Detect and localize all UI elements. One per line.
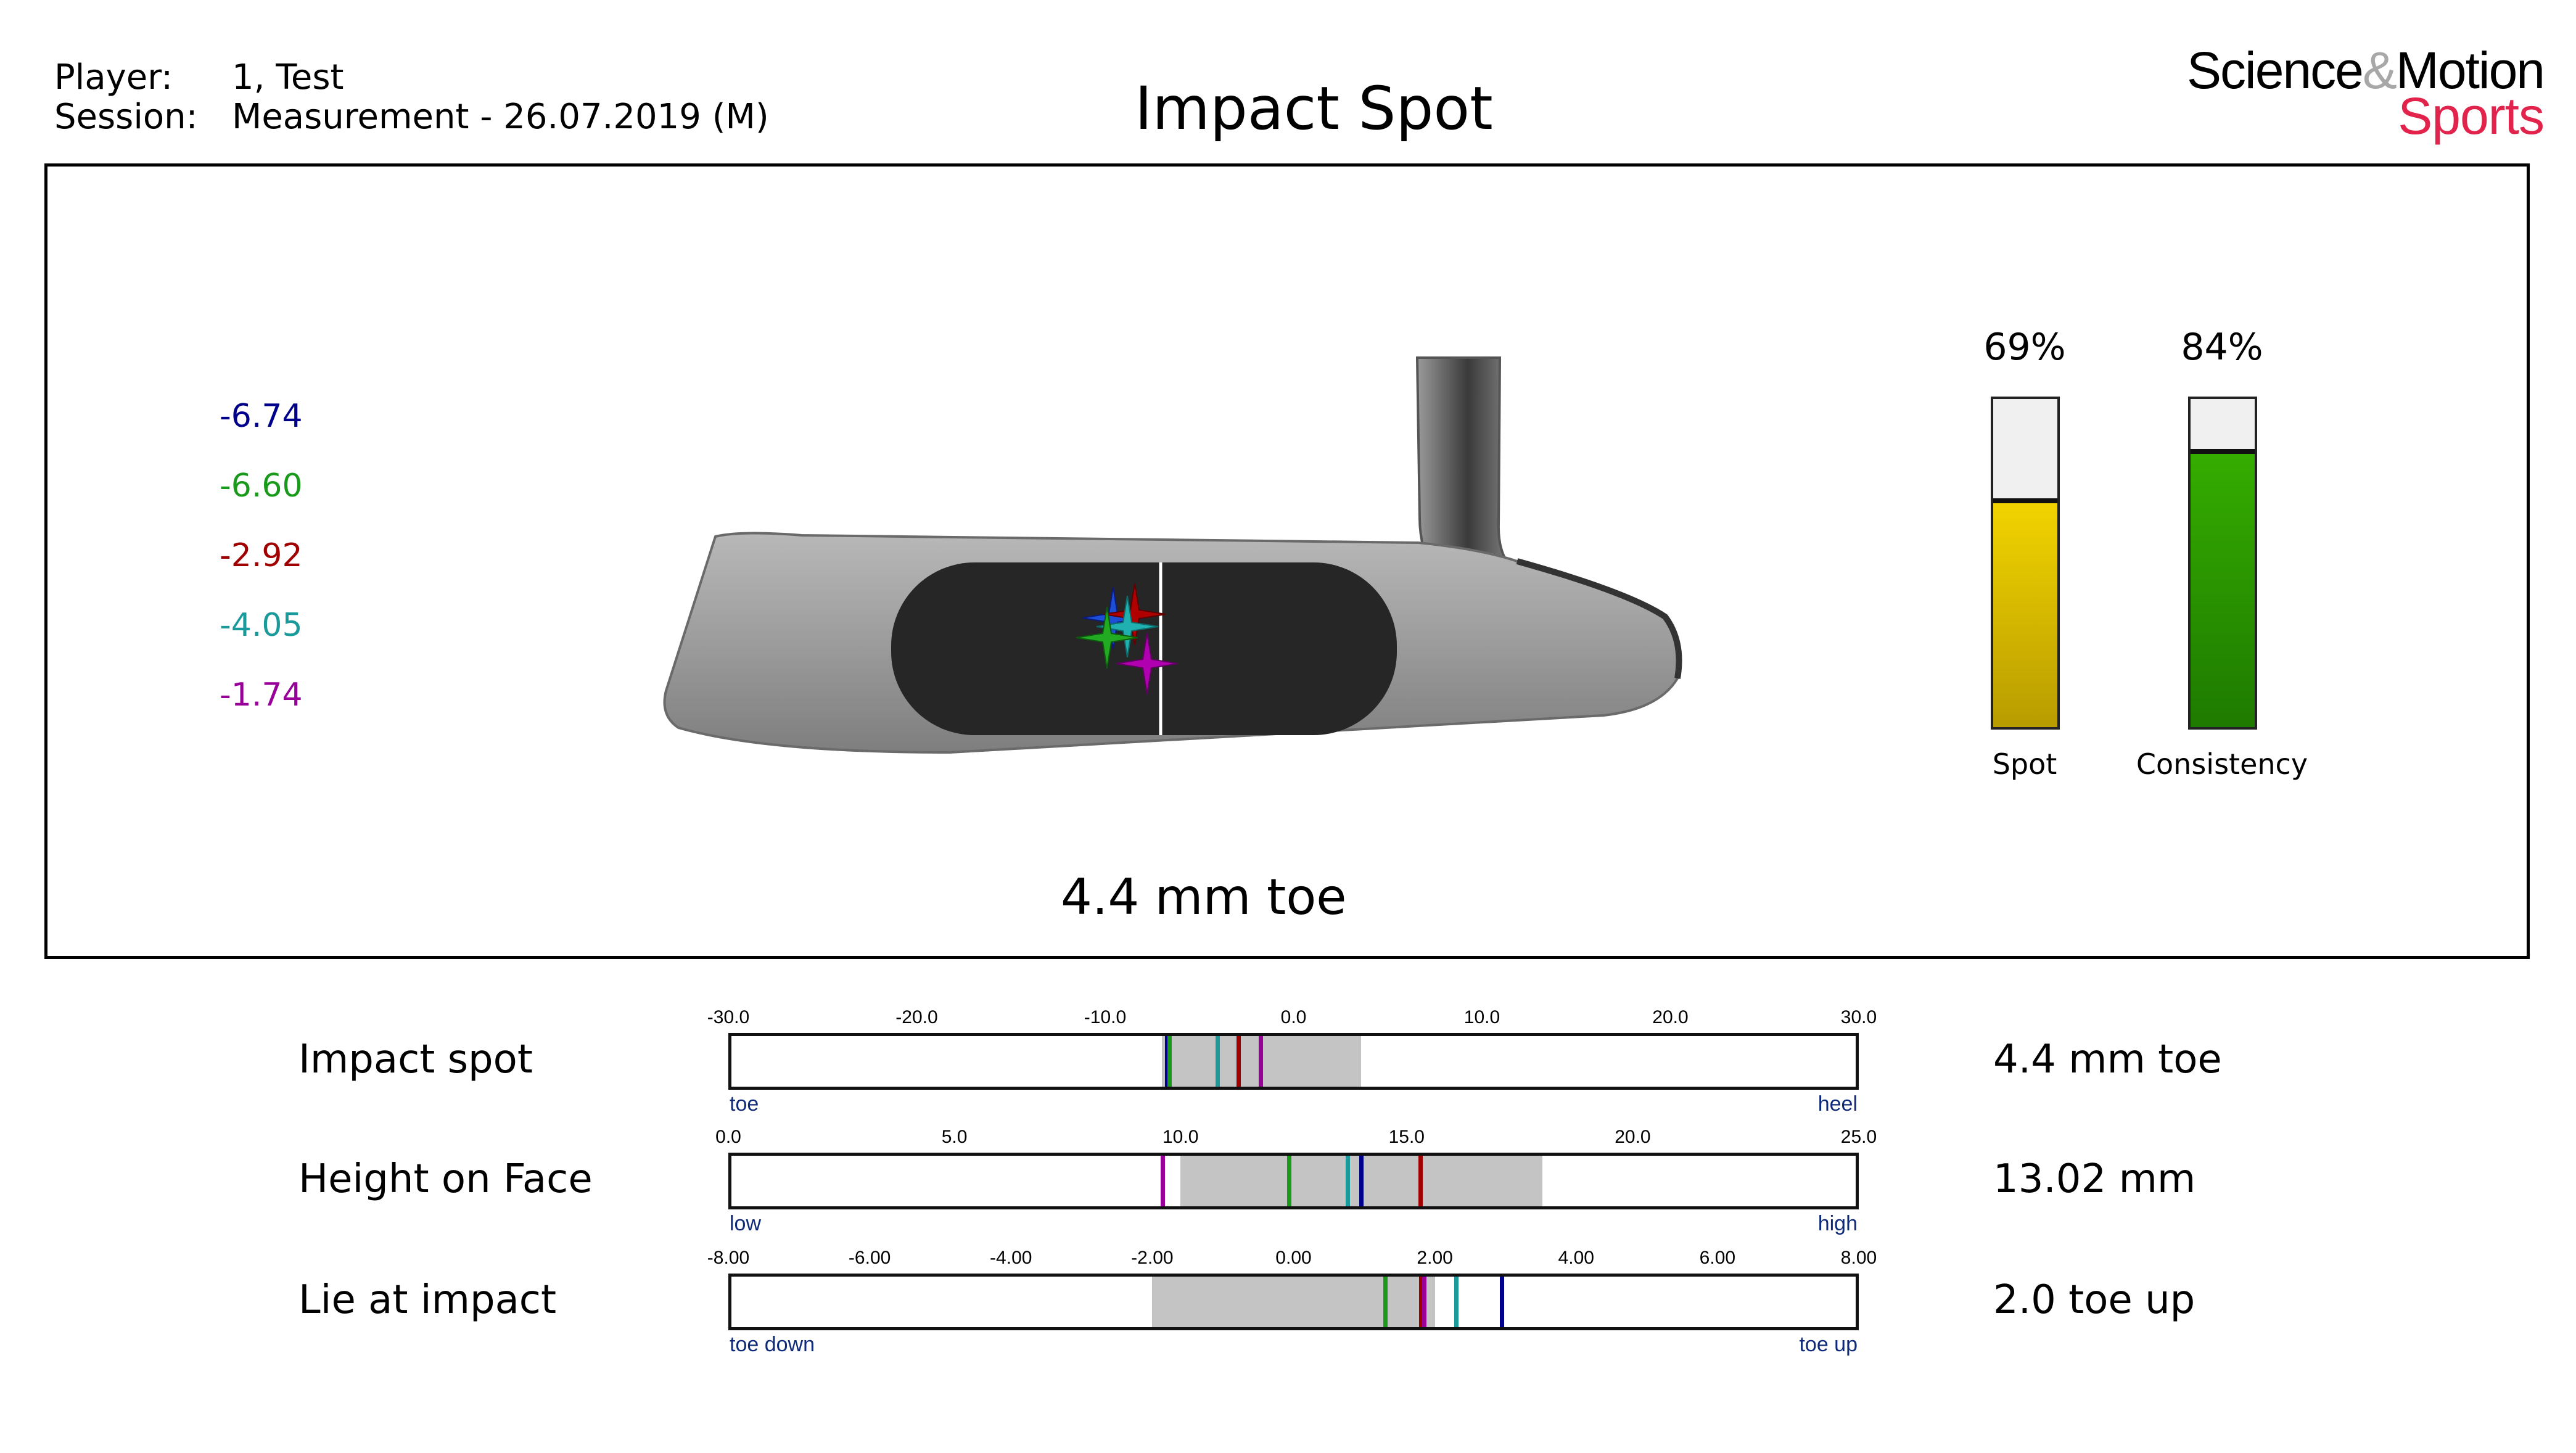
gauge-left-end-label: toe	[730, 1092, 759, 1116]
gauge-tick-label: 25.0	[1840, 1127, 1877, 1147]
legend-value-4: -4.05	[220, 607, 303, 644]
session-value: Measurement - 26.07.2019 (M)	[232, 97, 769, 137]
legend-value-1: -6.74	[220, 398, 303, 435]
gauge-tick-label: 10.0	[1463, 1007, 1500, 1027]
gauge-tick-label: 30.0	[1840, 1007, 1877, 1027]
consistency-meter-level-line	[2191, 449, 2255, 454]
gauge-left-end-label: toe down	[730, 1333, 815, 1356]
gauge-marker	[1346, 1156, 1351, 1206]
gauge-tick-label: 8.00	[1840, 1248, 1877, 1268]
gauge-marker	[1215, 1036, 1220, 1087]
gauge-tick-label: 0.0	[715, 1127, 741, 1147]
gauge-label: Impact spot	[298, 1037, 533, 1082]
gauge-right-end-label: toe up	[1799, 1333, 1858, 1356]
consistency-percent: 84%	[2181, 326, 2263, 369]
gauge-tick-label: 0.0	[1280, 1007, 1307, 1027]
session-label: Session:	[54, 97, 198, 137]
gauge-tick-label: 20.0	[1615, 1127, 1651, 1147]
gauge-marker	[1422, 1277, 1427, 1327]
putter-image	[663, 356, 1682, 754]
gauge-tick-label: 20.0	[1652, 1007, 1689, 1027]
gauge-value: 4.4 mm toe	[1993, 1037, 2222, 1082]
logo-science: Science	[2187, 41, 2364, 99]
gauge-marker	[1418, 1156, 1423, 1206]
player-label: Player:	[54, 57, 173, 97]
spot-meter	[1991, 397, 2060, 730]
page-title: Impact Spot	[1135, 74, 1493, 143]
legend-value-3: -2.92	[220, 537, 303, 574]
gauge-tick-label: 10.0	[1162, 1127, 1199, 1147]
gauge-marker	[1454, 1277, 1459, 1327]
player-value: 1, Test	[232, 57, 344, 97]
gauge-tick-label: -8.00	[707, 1248, 750, 1268]
spot-percent: 69%	[1983, 326, 2066, 369]
gauge-tick-label: -4.00	[990, 1248, 1032, 1268]
logo-motion: Motion	[2395, 41, 2545, 99]
gauge-tick-label: -6.00	[848, 1248, 891, 1268]
gauge-marker	[1259, 1036, 1264, 1087]
gauge-right-end-label: heel	[1817, 1092, 1858, 1116]
legend-value-2: -6.60	[220, 467, 303, 504]
gauge-value: 2.0 toe up	[1993, 1277, 2195, 1323]
gauge-marker	[1160, 1156, 1165, 1206]
gauge-tick-label: 0.00	[1275, 1248, 1312, 1268]
gauge-tick-label: 6.00	[1699, 1248, 1736, 1268]
gauge-value: 13.02 mm	[1993, 1156, 2196, 1202]
gauge-marker	[1500, 1277, 1505, 1327]
gauge-tick-label: -2.00	[1131, 1248, 1174, 1268]
consistency-meter-fill	[2191, 451, 2255, 727]
consistency-label: Consistency	[2136, 747, 2308, 781]
gauge-label: Lie at impact	[298, 1277, 557, 1323]
gauge-right-end-label: high	[1817, 1212, 1858, 1235]
gauge-tick-label: 15.0	[1388, 1127, 1425, 1147]
logo-amp: &	[2362, 41, 2397, 99]
gauge-tick-label: -20.0	[895, 1007, 938, 1027]
spot-meter-level-line	[1993, 498, 2057, 503]
gauge-marker	[1359, 1156, 1364, 1206]
gauge-left-end-label: low	[730, 1212, 762, 1235]
star-marker-icon	[1076, 583, 1179, 695]
gauge-marker	[1167, 1036, 1172, 1087]
gauge-marker	[1287, 1156, 1292, 1206]
consistency-meter	[2188, 397, 2257, 730]
brand-logo-top: Science&Motion	[2187, 41, 2545, 101]
gauge-tick-label: -10.0	[1084, 1007, 1127, 1027]
gauge-tick-label: 4.00	[1558, 1248, 1594, 1268]
gauge-marker	[1418, 1277, 1423, 1327]
impact-result: 4.4 mm toe	[1061, 868, 1347, 926]
gauge-marker	[1383, 1277, 1388, 1327]
gauge-tick-label: 5.0	[941, 1127, 968, 1147]
legend-value-5: -1.74	[220, 677, 303, 714]
gauge-tick-label: 2.00	[1417, 1248, 1453, 1268]
impact-panel	[44, 163, 2530, 959]
brand-logo-sports: Sports	[2398, 87, 2545, 145]
gauge-range-band	[1152, 1277, 1435, 1327]
gauge-marker	[1164, 1036, 1169, 1087]
spot-meter-fill	[1993, 501, 2057, 727]
gauge-marker	[1237, 1036, 1241, 1087]
spot-label: Spot	[1992, 747, 2057, 781]
gauge-tick-label: -30.0	[707, 1007, 750, 1027]
gauge-label: Height on Face	[298, 1156, 593, 1202]
